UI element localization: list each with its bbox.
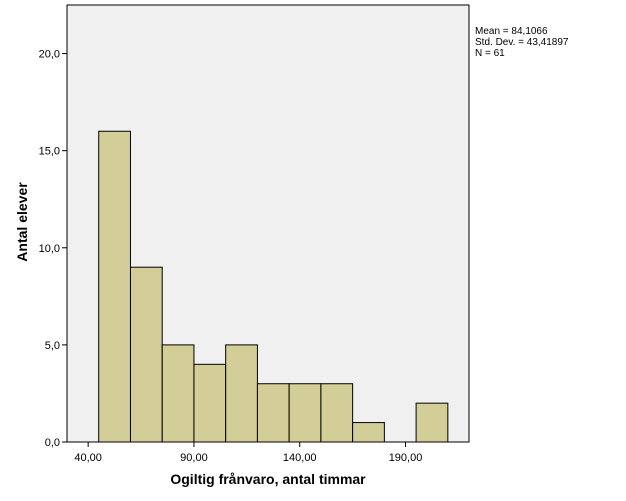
y-tick-label: 20,0	[39, 49, 60, 61]
histogram-bar-0	[98, 130, 131, 443]
histogram-bar-1	[129, 266, 163, 443]
x-axis-ticks: 40,00 90,00 140,00 190,00	[74, 442, 422, 464]
histogram-bar-10	[415, 402, 449, 443]
y-tick-label: 10,0	[39, 243, 60, 255]
histogram-bar-2	[161, 344, 195, 443]
mean-stat: Mean = 84,1066	[475, 26, 548, 37]
y-tick-label: 0,0	[45, 437, 60, 449]
histogram-bar-8	[352, 422, 385, 443]
y-axis-ticks: 0,0 5,0 10,0 15,0 20,0	[39, 49, 67, 449]
bars-group	[98, 130, 449, 443]
x-tick-label: 190,00	[389, 452, 423, 464]
x-tick-label: 40,00	[74, 452, 102, 464]
histogram-bar-4	[225, 344, 258, 443]
histogram-bar-6	[288, 383, 322, 443]
y-tick-label: 5,0	[45, 340, 60, 352]
x-tick-label: 140,00	[283, 452, 317, 464]
summary-statistics: Mean = 84,1066 Std. Dev. = 43,41897 N = …	[475, 26, 569, 59]
y-axis-title: Antal elever	[14, 182, 30, 262]
x-tick-label: 90,00	[180, 452, 208, 464]
histogram-bar-3	[193, 363, 227, 443]
histogram-bar-7	[320, 383, 354, 443]
histogram-bar-5	[256, 383, 290, 443]
y-tick-label: 15,0	[39, 146, 60, 158]
n-stat: N = 61	[475, 48, 505, 59]
x-axis-title: Ogiltig frånvaro, antal timmar	[170, 471, 366, 487]
std-dev-stat: Std. Dev. = 43,41897	[475, 37, 569, 48]
